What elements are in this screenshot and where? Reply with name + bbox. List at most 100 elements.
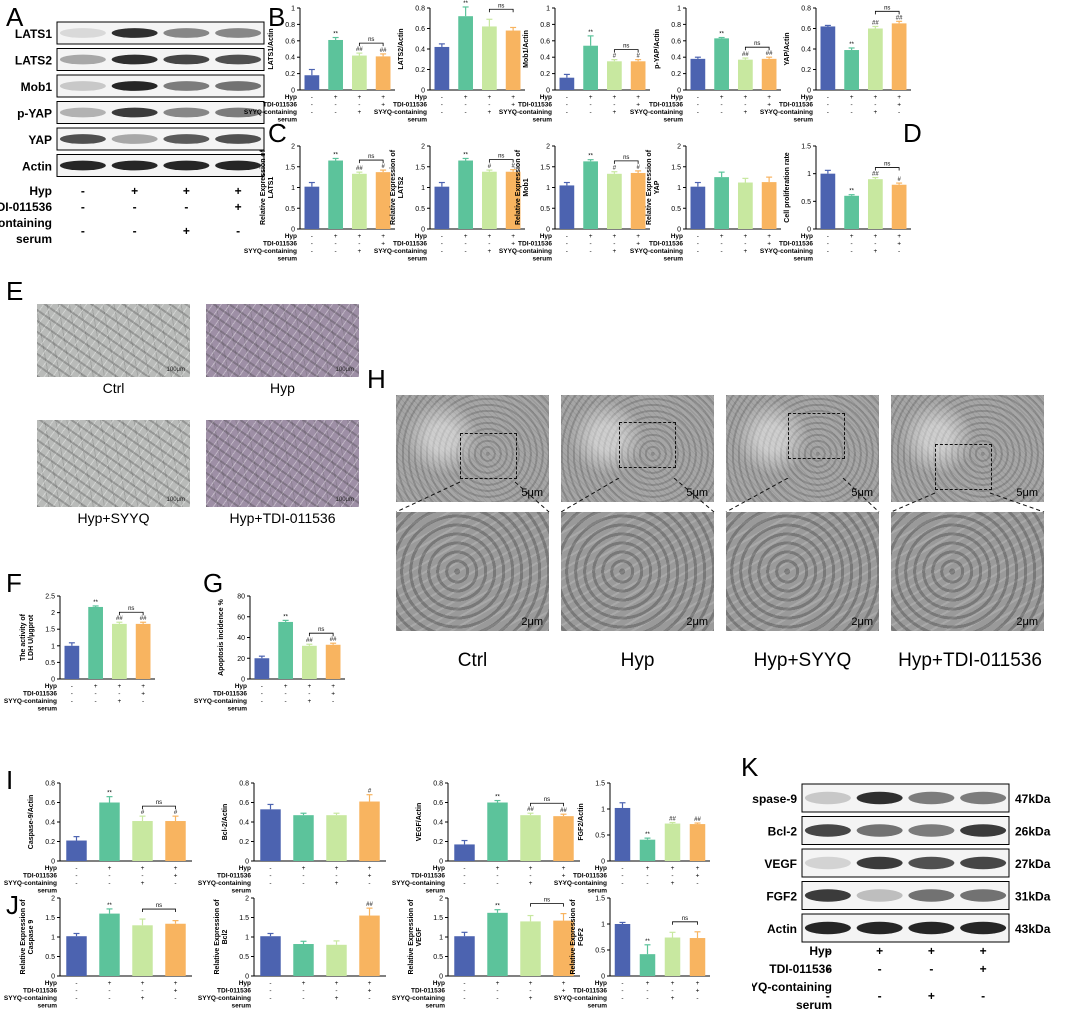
micrograph-hyp-tdi: 100μm	[206, 420, 359, 507]
treatment-sign: +	[381, 233, 385, 240]
treatment-row-label: SYYQ-containing	[4, 698, 57, 705]
ns-label: ns	[544, 898, 550, 904]
treatment-row-label: TDI-011536	[213, 691, 247, 698]
treatment-row-label: SYYQ-containing	[499, 248, 552, 255]
treatment-sign: +	[850, 94, 854, 101]
y-tick-label: 0.6	[801, 26, 811, 33]
y-tick-label: 0.6	[540, 38, 550, 45]
bar	[761, 182, 777, 229]
treatment-sign: +	[589, 233, 593, 240]
treatment-sign: -	[71, 691, 73, 698]
treatment-sign: +	[381, 94, 385, 101]
bar	[254, 658, 270, 679]
significance-mark: ##	[766, 51, 773, 57]
y-axis-label: LATS2	[398, 177, 405, 199]
bar	[165, 821, 186, 861]
significance-mark: #	[613, 166, 617, 172]
treatment-sign: -	[929, 962, 933, 976]
blot-band	[960, 889, 1007, 902]
treatment-sign: -	[441, 241, 443, 248]
y-tick-label: 0	[546, 88, 550, 95]
blot-band	[111, 107, 158, 118]
ns-label: ns	[623, 44, 629, 50]
blot-band	[163, 54, 210, 65]
treatment-sign: +	[141, 683, 145, 690]
y-axis-label: FGF2/Actin	[578, 803, 585, 840]
y-tick-label: 0	[421, 227, 425, 234]
y-tick-label: 1.5	[415, 164, 425, 171]
y-tick-label: 1.5	[239, 915, 249, 922]
bar	[165, 923, 186, 976]
blot-protein-label: Caspase-9	[752, 792, 797, 806]
bar	[868, 179, 883, 229]
blot-band	[163, 134, 210, 144]
panel-label-g: G	[203, 568, 224, 598]
y-tick-label: 0.4	[45, 820, 55, 827]
y-tick-label: 0.2	[239, 839, 249, 846]
treatment-sign: -	[697, 233, 699, 240]
significance-mark: **	[645, 939, 650, 945]
bar	[302, 645, 317, 679]
ns-label: ns	[884, 5, 890, 11]
treatment-sign: -	[646, 873, 648, 880]
y-tick-label: 0	[807, 227, 811, 234]
bar	[505, 30, 521, 90]
treatment-sign: +	[302, 865, 306, 872]
treatment-sign: +	[767, 102, 771, 109]
treatment-sign: -	[566, 233, 568, 240]
treatment-sign: -	[71, 683, 73, 690]
treatment-sign: +	[612, 233, 616, 240]
y-axis-label: Relative Expression of	[260, 149, 267, 225]
treatment-sign: -	[75, 873, 77, 880]
blot-size-label: 47kDa	[1015, 792, 1051, 806]
y-tick-label: 0.5	[239, 954, 249, 961]
scale-bar-label: 2μm	[851, 616, 873, 628]
treatment-row-label: SYYQ-containing	[630, 109, 683, 116]
treatment-sign: -	[566, 241, 568, 248]
bar	[326, 944, 347, 976]
y-tick-label: 60	[237, 614, 245, 621]
bar	[714, 38, 729, 90]
ns-bracket	[613, 160, 639, 164]
treatment-sign: -	[981, 989, 985, 1003]
treatment-sign: -	[174, 880, 176, 887]
treatment-sign: +	[767, 233, 771, 240]
bar	[820, 26, 836, 90]
y-tick-label: 0.8	[415, 6, 425, 13]
treatment-sign: -	[898, 248, 900, 255]
treatment-sign: -	[95, 691, 97, 698]
y-axis-label: YAP/Actin	[784, 32, 791, 65]
y-tick-label: 0	[421, 88, 425, 95]
significance-mark: **	[463, 1, 468, 7]
treatment-sign: +	[174, 988, 178, 995]
treatment-sign: -	[621, 865, 623, 872]
blot-band	[908, 889, 955, 902]
y-tick-label: 0.5	[433, 954, 443, 961]
y-tick-label: 0.8	[45, 781, 55, 788]
blot-band	[856, 824, 903, 837]
treatment-sign: -	[646, 880, 648, 887]
panel-label-h: H	[367, 364, 386, 394]
y-axis-label: Bcl2	[222, 930, 229, 945]
blot-band	[59, 160, 106, 171]
y-tick-label: 0.2	[540, 71, 550, 78]
treatment-sign: -	[496, 988, 498, 995]
treatment-sign: +	[562, 865, 566, 872]
tem-hyp-tdi-high: 2μm	[891, 512, 1044, 631]
treatment-sign: -	[302, 873, 304, 880]
blot-protein-label: LATS2	[15, 54, 52, 68]
treatment-sign: +	[141, 980, 145, 987]
y-tick-label: 0.4	[433, 820, 443, 827]
treatment-sign: +	[696, 865, 700, 872]
y-tick-label: 0.8	[285, 22, 295, 29]
blot-band	[856, 791, 903, 805]
treatment-sign: -	[696, 995, 698, 1002]
y-tick-label: 2	[677, 144, 681, 151]
y-tick-label: 2.5	[45, 594, 55, 601]
y-tick-label: 2	[439, 896, 443, 903]
treatment-sign: -	[671, 873, 673, 880]
blot-protein-label: FGF2	[766, 890, 797, 904]
